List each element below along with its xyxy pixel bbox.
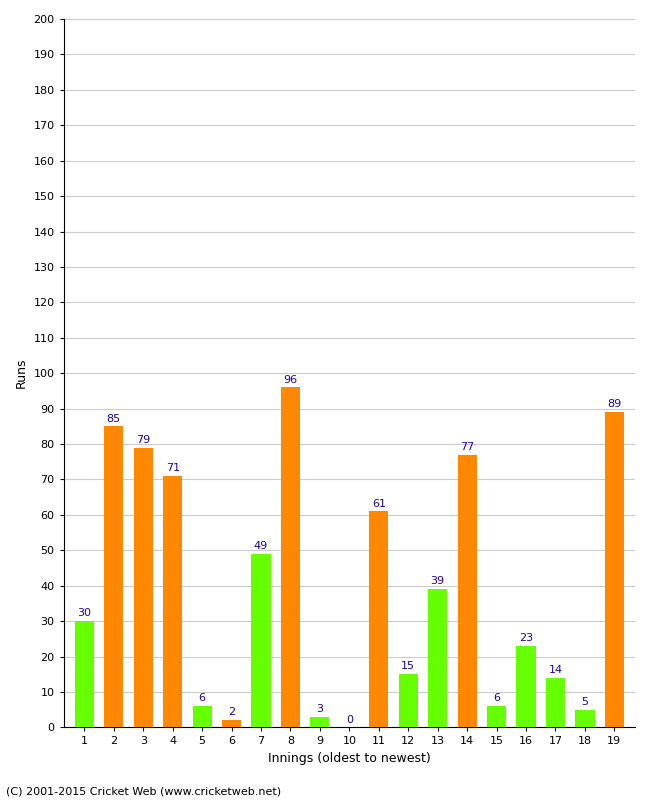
Text: 71: 71 — [166, 463, 180, 473]
Text: (C) 2001-2015 Cricket Web (www.cricketweb.net): (C) 2001-2015 Cricket Web (www.cricketwe… — [6, 786, 281, 796]
Text: 5: 5 — [582, 697, 588, 707]
Text: 15: 15 — [401, 662, 415, 671]
Bar — [75, 621, 94, 727]
Text: 39: 39 — [431, 577, 445, 586]
Text: 61: 61 — [372, 498, 386, 509]
Bar — [281, 387, 300, 727]
Bar — [252, 554, 270, 727]
Text: 96: 96 — [283, 374, 298, 385]
Text: 79: 79 — [136, 434, 150, 445]
Bar — [487, 706, 506, 727]
Y-axis label: Runs: Runs — [15, 358, 28, 389]
Bar — [310, 717, 330, 727]
Bar — [134, 447, 153, 727]
Text: 49: 49 — [254, 541, 268, 551]
Text: 85: 85 — [107, 414, 121, 423]
Bar — [517, 646, 536, 727]
Bar — [104, 426, 124, 727]
Text: 6: 6 — [199, 694, 205, 703]
Bar — [546, 678, 565, 727]
Bar — [575, 710, 595, 727]
Text: 14: 14 — [549, 665, 562, 675]
Bar — [398, 674, 418, 727]
Text: 0: 0 — [346, 714, 353, 725]
Bar — [369, 511, 388, 727]
Text: 6: 6 — [493, 694, 500, 703]
Bar — [604, 412, 624, 727]
Bar — [163, 476, 182, 727]
Bar — [428, 590, 447, 727]
X-axis label: Innings (oldest to newest): Innings (oldest to newest) — [268, 752, 431, 765]
Text: 23: 23 — [519, 633, 533, 643]
Bar — [222, 720, 241, 727]
Text: 77: 77 — [460, 442, 474, 452]
Bar — [192, 706, 212, 727]
Bar — [458, 454, 476, 727]
Text: 3: 3 — [317, 704, 324, 714]
Text: 2: 2 — [228, 707, 235, 718]
Text: 30: 30 — [77, 608, 91, 618]
Text: 89: 89 — [607, 399, 621, 410]
